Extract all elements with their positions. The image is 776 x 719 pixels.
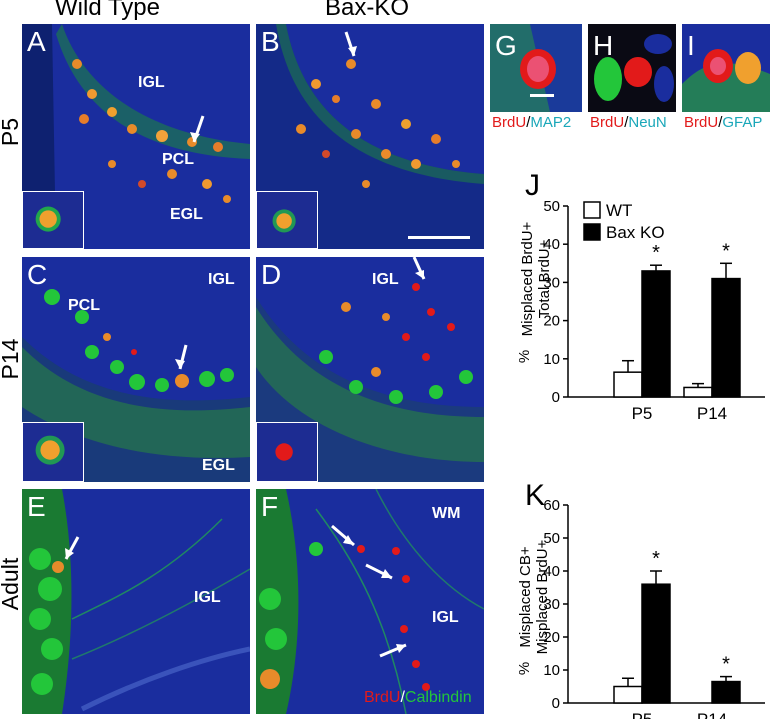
panel-i-micrograph: I — [682, 24, 770, 112]
panel-g-stain-brdu: BrdU — [492, 114, 527, 131]
panel-f-letter: F — [261, 491, 279, 522]
panel-b-letter: B — [261, 26, 280, 57]
panel-c-region-igl: IGL — [208, 271, 235, 288]
panel-i-letter: I — [687, 30, 695, 61]
bar-bax-ko-p5 — [641, 270, 671, 398]
y-tick-label: 0 — [552, 389, 560, 406]
stain-legend-calbindin: Calbindin — [404, 689, 472, 706]
panel-b-inset — [256, 191, 318, 249]
stain-legend-brdu: BrdU — [364, 689, 401, 706]
bar-wt-p5 — [613, 685, 643, 704]
chart-k-letter: K — [525, 479, 546, 512]
row-label-p14: P14 — [0, 338, 23, 380]
panel-h-letter: H — [593, 30, 614, 61]
chart-j-plot: 0 10 20 30 40 50 * P5 * P14 WT Bax KO — [543, 198, 765, 420]
panel-a-micrograph: A IGL PCL EGL — [22, 24, 250, 249]
x-category-label: P5 — [632, 710, 653, 719]
panel-a-region-pcl: PCL — [162, 151, 194, 168]
legend-swatch-wt — [583, 201, 601, 219]
panel-i-stain-brdu: BrdU — [684, 114, 719, 131]
row-label-adult: Adult — [0, 557, 23, 611]
panel-e-letter: E — [27, 491, 46, 522]
row-label-p5: P5 — [0, 117, 23, 147]
significance-star: * — [652, 548, 660, 570]
panel-g-caption: BrdU/MAP2 — [492, 114, 572, 131]
y-tick-label: 50 — [543, 530, 560, 547]
panel-a-letter: A — [27, 26, 46, 57]
y-tick-label: 30 — [543, 596, 560, 613]
y-tick-label: 40 — [543, 236, 560, 253]
panel-e-image — [22, 489, 250, 714]
panel-a-region-egl: EGL — [170, 206, 203, 223]
panel-h-image — [588, 24, 676, 112]
panel-b-image — [256, 24, 484, 249]
panel-f-region-igl: IGL — [432, 609, 459, 626]
y-tick-label: 0 — [552, 695, 560, 712]
bar-wt-p14 — [683, 386, 713, 398]
panel-c-region-pcl: PCL — [68, 297, 100, 314]
legend-label-wt: WT — [606, 201, 632, 220]
column-title-bax-ko: Bax-KO — [325, 0, 410, 21]
panel-g-micrograph: G — [490, 24, 582, 112]
panel-d-letter: D — [261, 259, 282, 290]
x-category-label: P5 — [632, 404, 653, 420]
panel-g-image — [490, 24, 582, 112]
panel-f-image — [256, 489, 484, 714]
y-tick-label: 10 — [543, 662, 560, 679]
y-tick-label: 50 — [543, 198, 560, 215]
chart-k-plot: 0 10 20 30 40 50 60 * P5 * P14 — [543, 497, 765, 719]
chart-k-percent: % — [516, 661, 534, 676]
panel-e-micrograph: E IGL — [22, 489, 250, 714]
y-tick-label: 20 — [543, 629, 560, 646]
panel-f-region-wm: WM — [432, 505, 461, 522]
panel-h-micrograph: H — [588, 24, 676, 112]
scale-bar-b — [408, 236, 470, 239]
y-tick-label: 30 — [543, 274, 560, 291]
significance-star: * — [722, 240, 730, 262]
panel-g-letter: G — [495, 30, 517, 61]
panel-c-micrograph: C PCL IGL EGL — [22, 257, 250, 482]
panel-d-region-igl: IGL — [372, 271, 399, 288]
bar-bax-ko-p14 — [711, 680, 741, 704]
legend-label-bax-ko: Bax KO — [606, 223, 665, 242]
panel-e-region-igl: IGL — [194, 589, 221, 606]
panel-f-micrograph: F WM IGL BrdU/Calbindin — [256, 489, 484, 714]
panel-d-micrograph: D IGL — [256, 257, 484, 482]
y-tick-label: 60 — [543, 497, 560, 514]
panel-d-inset — [256, 422, 318, 482]
x-category-label: P14 — [697, 404, 727, 420]
stain-legend: BrdU/Calbindin — [364, 689, 472, 706]
panel-g-stain-map2: MAP2 — [530, 114, 572, 131]
chart-j-letter: J — [525, 169, 540, 202]
chart-j-percent: % — [516, 349, 534, 364]
x-category-label: P14 — [697, 710, 727, 719]
y-tick-label: 10 — [543, 351, 560, 368]
panel-h-caption: BrdU/NeuN — [590, 114, 667, 131]
bar-bax-ko-p14 — [711, 277, 741, 398]
y-tick-label: 20 — [543, 313, 560, 330]
bar-wt-p5 — [613, 371, 643, 398]
significance-star: * — [722, 654, 730, 676]
panel-b-micrograph: B — [256, 24, 484, 249]
panel-i-caption: BrdU/GFAP — [684, 114, 763, 131]
panel-c-inset — [22, 422, 84, 482]
bar-bax-ko-p5 — [641, 583, 671, 704]
panel-i-image — [682, 24, 770, 112]
panel-i-stain-gfap: GFAP — [722, 114, 763, 131]
panel-h-stain-neun: NeuN — [628, 114, 667, 131]
panel-a-inset — [22, 191, 84, 249]
legend-swatch-bax-ko — [583, 223, 601, 241]
panel-c-region-egl: EGL — [202, 457, 235, 474]
panel-h-stain-brdu: BrdU — [590, 114, 625, 131]
column-title-wild-type: Wild Type — [55, 0, 160, 21]
panel-a-region-igl: IGL — [138, 74, 165, 91]
panel-c-letter: C — [27, 259, 48, 290]
significance-star: * — [652, 242, 660, 264]
y-tick-label: 40 — [543, 563, 560, 580]
